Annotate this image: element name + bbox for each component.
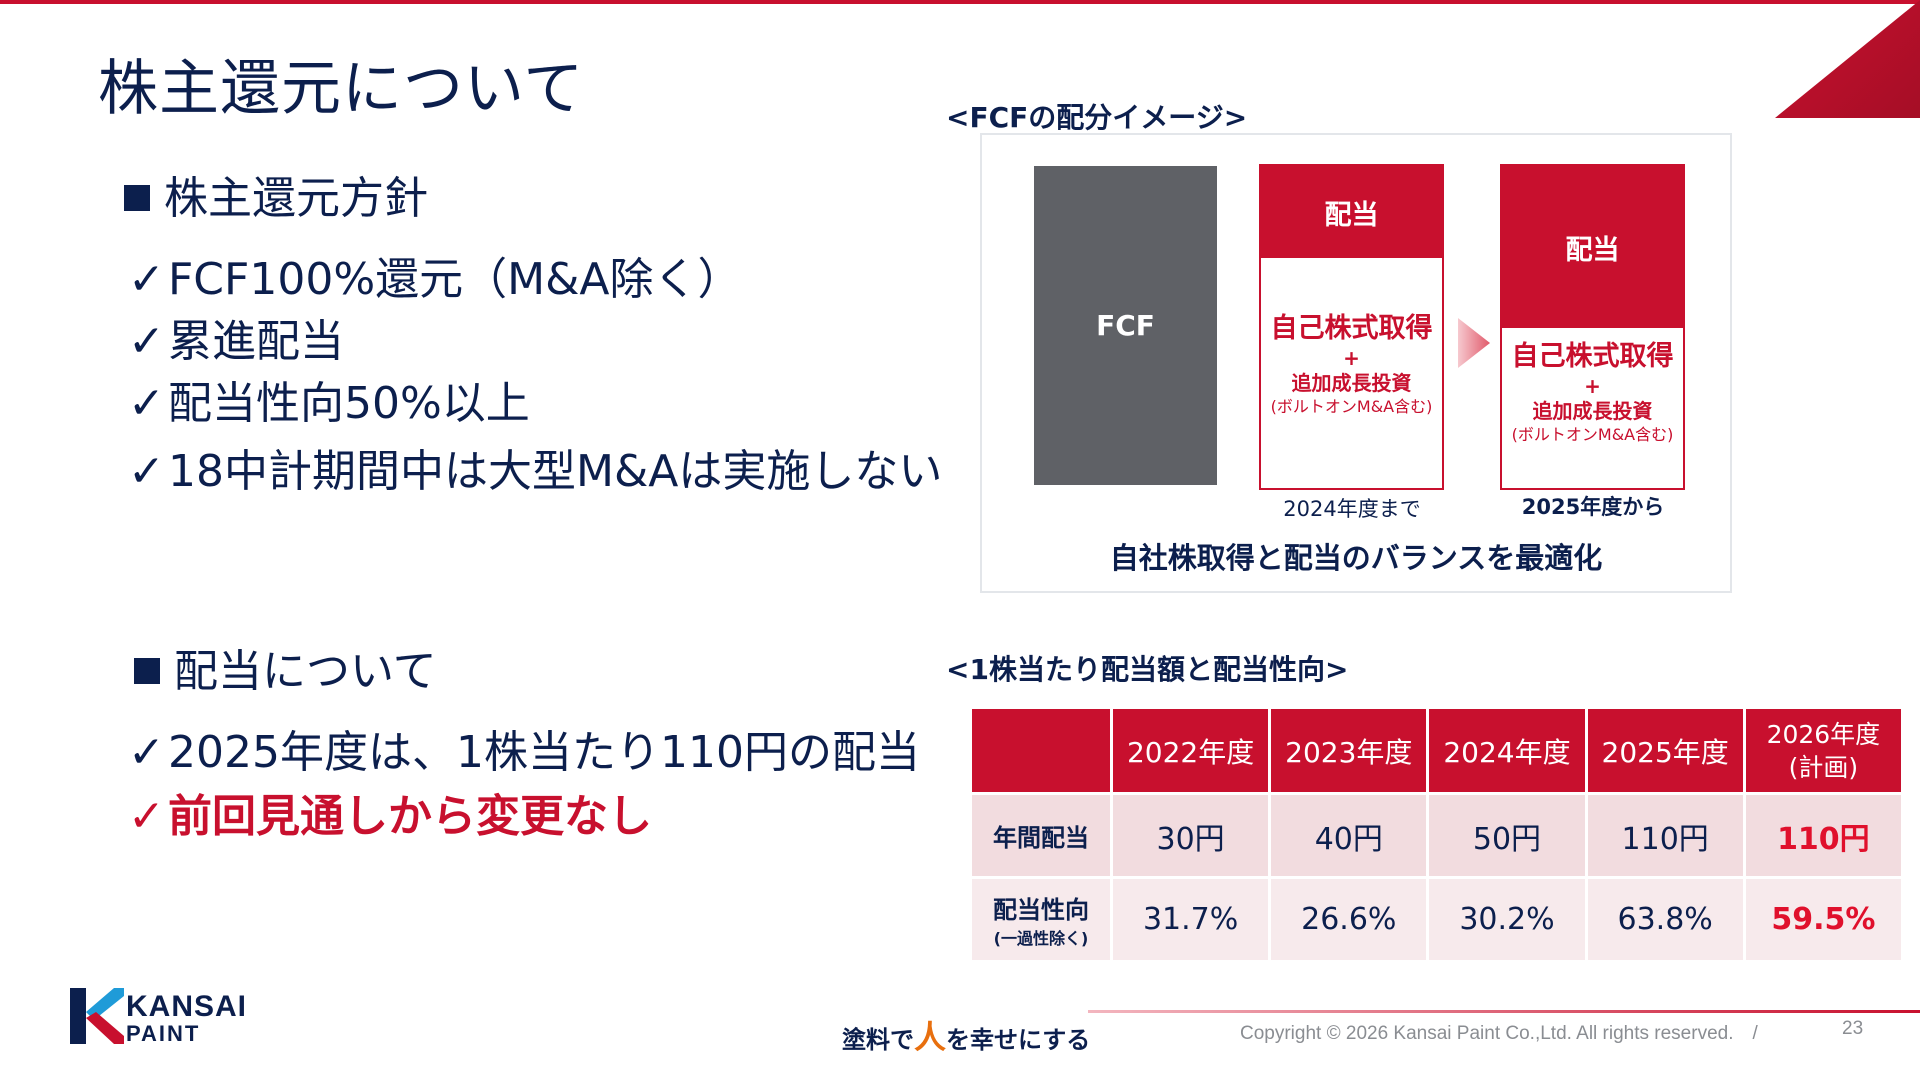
table-header: 2024年度 bbox=[1426, 706, 1588, 795]
table-header-row: 2022年度 2023年度 2024年度 2025年度 2026年度 (計画) bbox=[969, 706, 1905, 795]
label-until-2024: 2024年度まで bbox=[1283, 497, 1421, 521]
check-icon: ✓ bbox=[128, 254, 165, 305]
table-row: 配当性向 (一過性除く) 31.7% 26.6% 30.2% 63.8% 59.5… bbox=[969, 876, 1905, 963]
dividend-item-highlight: ✓前回見通しから変更なし bbox=[128, 791, 652, 842]
dividend-heading: 配当について bbox=[134, 635, 437, 699]
check-icon: ✓ bbox=[128, 316, 165, 367]
label-from-2025: 2025年度から bbox=[1521, 495, 1665, 519]
policy-item: ✓18中計期間中は大型M&Aは実施しない bbox=[128, 446, 943, 497]
policy-item: ✓FCF100%還元（M&A除く） bbox=[128, 254, 742, 305]
table-cell: 40円 bbox=[1268, 792, 1430, 879]
check-icon: ✓ bbox=[128, 378, 165, 429]
fcf-allocation-panel: FCF 配当 自己株式取得 + 追加成長投資 (ボルトオンM&A含む) 配当 自… bbox=[980, 133, 1732, 593]
dividend-block: 配当 bbox=[1502, 166, 1683, 328]
fcf-image-caption: <FCFの配分イメージ> bbox=[946, 101, 1248, 134]
table-cell-plan: 59.5% bbox=[1742, 876, 1905, 963]
arrow-right-icon bbox=[1458, 318, 1490, 368]
table-header-plan: 2026年度 (計画) bbox=[1742, 706, 1905, 795]
footer-line bbox=[1088, 1010, 1920, 1013]
row-label: 年間配当 bbox=[969, 792, 1113, 879]
dividend-block: 配当 bbox=[1261, 166, 1442, 258]
top-accent-line bbox=[0, 0, 1920, 4]
dividend-table: 2022年度 2023年度 2024年度 2025年度 2026年度 (計画) 年… bbox=[969, 706, 1905, 963]
table-cell: 110円 bbox=[1584, 792, 1746, 879]
table-caption: <1株当たり配当額と配当性向> bbox=[946, 653, 1349, 686]
check-icon: ✓ bbox=[128, 791, 165, 842]
slogan: 塗料で人を幸せにする bbox=[842, 1018, 1091, 1056]
page-number: 23 bbox=[1842, 1018, 1864, 1039]
table-row: 年間配当 30円 40円 50円 110円 110円 bbox=[969, 792, 1905, 879]
kansai-logo-icon bbox=[70, 988, 124, 1044]
table-corner-cell bbox=[969, 706, 1113, 795]
table-header: 2025年度 bbox=[1584, 706, 1746, 795]
table-cell-plan: 110円 bbox=[1742, 792, 1905, 879]
policy-item: ✓配当性向50%以上 bbox=[128, 378, 530, 429]
table-cell: 30.2% bbox=[1426, 876, 1588, 963]
table-cell: 30円 bbox=[1109, 792, 1272, 879]
square-bullet-icon bbox=[124, 185, 150, 211]
table-cell: 31.7% bbox=[1109, 876, 1272, 963]
copyright: Copyright © 2026 Kansai Paint Co.,Ltd. A… bbox=[1240, 1023, 1758, 1044]
row-label: 配当性向 (一過性除く) bbox=[969, 876, 1113, 963]
table-cell: 63.8% bbox=[1584, 876, 1746, 963]
dividend-item: ✓2025年度は、1株当たり110円の配当 bbox=[128, 727, 920, 778]
allocation-stack-2024: 配当 自己株式取得 + 追加成長投資 (ボルトオンM&A含む) bbox=[1259, 164, 1444, 490]
fcf-block: FCF bbox=[1034, 166, 1217, 485]
table-cell: 26.6% bbox=[1268, 876, 1430, 963]
panel-bottom-caption: 自社株取得と配当のバランスを最適化 bbox=[1109, 541, 1603, 575]
buyback-block: 自己株式取得 + 追加成長投資 (ボルトオンM&A含む) bbox=[1270, 313, 1433, 416]
dividend-heading-text: 配当について bbox=[174, 646, 437, 697]
policy-heading-text: 株主還元方針 bbox=[164, 173, 428, 224]
page-title: 株主還元について bbox=[98, 54, 585, 124]
allocation-stack-2025: 配当 自己株式取得 + 追加成長投資 (ボルトオンM&A含む) bbox=[1500, 164, 1685, 490]
table-header: 2023年度 bbox=[1268, 706, 1430, 795]
check-icon: ✓ bbox=[128, 727, 165, 778]
table-cell: 50円 bbox=[1426, 792, 1588, 879]
policy-item: ✓累進配当 bbox=[128, 316, 344, 367]
corner-decoration bbox=[1775, 0, 1920, 118]
policy-heading: 株主還元方針 bbox=[124, 162, 428, 226]
check-icon: ✓ bbox=[128, 446, 165, 497]
table-header: 2022年度 bbox=[1109, 706, 1272, 795]
square-bullet-icon bbox=[134, 658, 160, 684]
company-logo-text: KANSAI PAINT bbox=[126, 990, 248, 1046]
buyback-block: 自己株式取得 + 追加成長投資 (ボルトオンM&A含む) bbox=[1511, 341, 1674, 444]
